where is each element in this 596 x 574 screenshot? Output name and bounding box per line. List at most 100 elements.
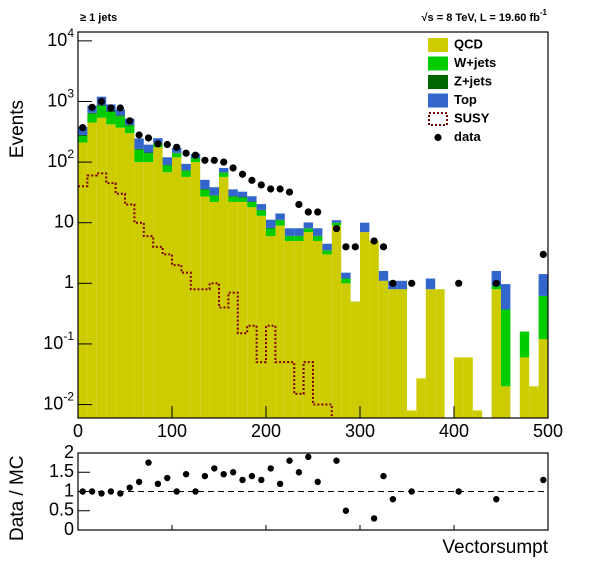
x-tick-label: 200 [251, 421, 281, 441]
legend-label: Top [454, 92, 477, 107]
ratio-point [201, 472, 209, 480]
stack-bar [115, 127, 125, 418]
stack-bar [247, 201, 257, 208]
x-tick-label: 500 [533, 421, 563, 441]
ratio-point [493, 496, 500, 503]
ratio-y-tick-label: 1.5 [49, 461, 74, 481]
y-tick-label: 1 [64, 272, 74, 292]
ratio-point [192, 488, 199, 495]
ratio-point [182, 470, 190, 478]
stack-bar [115, 116, 125, 128]
ratio-y-tick-label: 0.5 [49, 500, 74, 520]
y-tick-exponent: -2 [63, 390, 74, 404]
stack-bar [284, 240, 295, 418]
stack-bar [313, 236, 323, 241]
ratio-point [258, 476, 265, 484]
y-tick-base: 10 [47, 151, 67, 171]
ratio-point [333, 457, 340, 464]
ratio-point [239, 476, 246, 484]
stack-bar [331, 225, 342, 418]
stack-bar [200, 189, 210, 197]
legend-swatch [428, 75, 448, 89]
stack-bar [463, 357, 473, 418]
ratio-point [98, 490, 105, 497]
stack-bar [341, 278, 351, 284]
stack-bar [275, 220, 285, 226]
x-tick-label: 300 [345, 421, 375, 441]
subtitle-superscript: -1 [540, 8, 548, 17]
data-point [389, 279, 397, 287]
y-tick-label: 103 [47, 87, 74, 111]
legend-swatch [428, 93, 448, 108]
ratio-plot-area [78, 453, 548, 522]
stack-bar [397, 289, 407, 418]
susy-line [78, 172, 333, 418]
stack-bar [162, 165, 172, 173]
y-tick-base: 10 [47, 30, 67, 50]
stack-bar [209, 195, 219, 202]
stack-bar [369, 240, 379, 418]
x-tick-label: 400 [439, 421, 469, 441]
stack-bar [106, 124, 116, 418]
stack-bar [266, 236, 276, 418]
y-tick-label: 10 [54, 211, 74, 231]
stack-bar [200, 196, 210, 418]
stack-bar [538, 274, 548, 296]
stack-bar [200, 179, 210, 189]
stack-bar [491, 286, 501, 290]
stack-bar [78, 142, 88, 418]
data-point [285, 188, 294, 196]
data-point [295, 200, 303, 209]
data-point [210, 156, 218, 164]
stack-bar [181, 170, 191, 177]
x-tick-label: 0 [73, 421, 83, 441]
stack-bar [284, 236, 295, 241]
stack-bar [491, 270, 501, 287]
data-point [126, 117, 134, 125]
data-point [154, 140, 162, 148]
data-point [332, 224, 341, 233]
stack-bar [294, 236, 304, 241]
stack-bar [228, 196, 238, 202]
y-tick-exponent: 2 [67, 147, 74, 161]
data-point [163, 140, 171, 149]
data-point [144, 134, 153, 142]
ratio-point [389, 496, 397, 503]
stack-bar [96, 117, 107, 418]
stack-bar [181, 176, 191, 418]
data-point [455, 279, 463, 287]
stack-bar [228, 201, 238, 418]
ratio-frame [77, 452, 549, 531]
y-tick-base: 10 [43, 333, 63, 353]
y-axis-title: Events [7, 100, 28, 158]
stack-bar [529, 386, 539, 418]
ratio-point [276, 480, 284, 487]
stack-bar [87, 113, 97, 123]
stack-bar [115, 109, 125, 116]
ratio-point [342, 507, 350, 514]
stack-bar [134, 148, 144, 150]
stack-bar [501, 386, 511, 418]
stack-bar [519, 331, 530, 358]
data-point [492, 279, 500, 287]
stack-bar [125, 124, 135, 126]
stack-bar [313, 240, 323, 418]
stack-bar [115, 115, 125, 117]
stack-bar [237, 197, 248, 198]
ratio-point [295, 469, 303, 476]
stack-bar [303, 232, 313, 418]
stack-bar [143, 152, 154, 154]
stack-bar [162, 164, 172, 166]
data-point [201, 156, 209, 164]
data-point [79, 124, 87, 132]
data-point [267, 185, 275, 193]
ratio-point [145, 459, 152, 466]
stack-bar [190, 158, 201, 163]
stack-bar [256, 215, 266, 418]
ratio-y-axis-title: Data / MC [7, 455, 28, 541]
stack-bar [350, 301, 360, 418]
stack-bar [256, 204, 266, 210]
ratio-point [173, 488, 180, 495]
stack-bar [425, 278, 436, 290]
stack-bar [106, 112, 116, 125]
